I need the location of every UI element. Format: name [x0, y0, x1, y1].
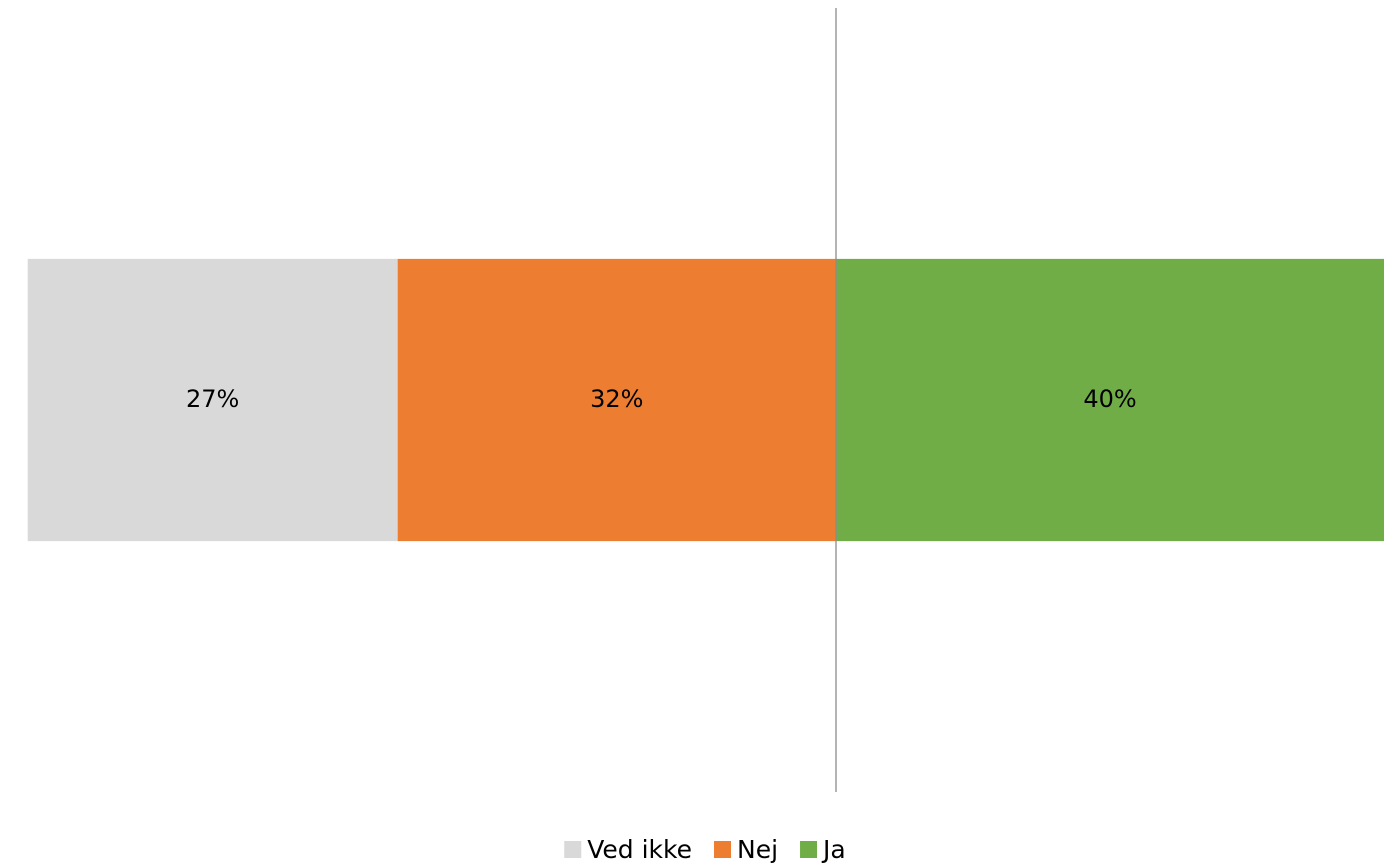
legend-swatch	[800, 841, 818, 858]
legend-label: Ja	[821, 835, 846, 864]
bar-segment	[397, 258, 836, 542]
value-label: 27%	[186, 385, 239, 413]
legend-label: Nej	[737, 835, 778, 864]
bar-segment	[836, 258, 1384, 542]
legend-swatch	[564, 841, 582, 858]
value-label: 40%	[1083, 385, 1136, 413]
legend-swatch	[714, 841, 732, 858]
value-label: 32%	[590, 385, 643, 413]
bar-segment	[27, 258, 398, 542]
legend-label: Ved ikke	[587, 835, 692, 864]
